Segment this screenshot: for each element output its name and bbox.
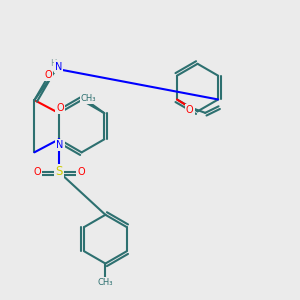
Text: N: N [55,61,62,71]
Text: O: O [77,167,85,177]
Text: O: O [44,70,52,80]
Text: CH₃: CH₃ [81,94,96,103]
Text: O: O [186,106,194,116]
Text: N: N [56,140,64,150]
Text: CH₃: CH₃ [98,278,113,287]
Text: S: S [55,166,63,178]
Text: O: O [56,103,64,113]
Text: H: H [50,59,56,68]
Text: O: O [33,167,41,177]
